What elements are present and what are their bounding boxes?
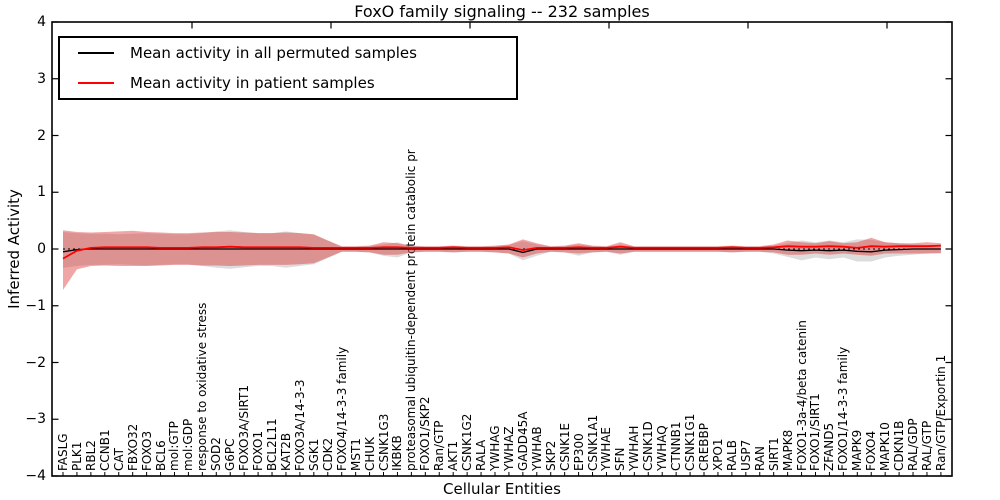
x-tick-label: FASLG xyxy=(56,433,70,471)
x-tick-label: FOXO4 xyxy=(864,430,879,471)
x-tick-label: FOXO1/SIRT1 xyxy=(808,393,823,471)
x-tick-label: SFN xyxy=(613,447,628,472)
y-tick-label: −1 xyxy=(25,297,46,314)
x-tick-label: YWHAQ xyxy=(655,425,670,471)
x-tick-label: FOXO1/14-3-3 family xyxy=(836,346,851,471)
x-tick-label: CSNK1E xyxy=(557,422,572,471)
x-tick-label: YWHAE xyxy=(599,426,614,471)
y-tick-label: 3 xyxy=(37,70,46,87)
x-tick-label: MST1 xyxy=(348,438,363,471)
x-tick-label: RAN xyxy=(752,445,767,471)
x-tick-label: response to oxidative stress xyxy=(195,302,210,471)
x-tick-label: CDKN1B xyxy=(892,420,907,471)
x-tick-label: SKP2 xyxy=(543,440,558,471)
x-tick-label: CHUK xyxy=(362,436,377,471)
x-tick-label: KAT2B xyxy=(278,432,293,471)
y-tick-label: −3 xyxy=(25,411,46,428)
x-tick-label: FBXO32 xyxy=(125,423,140,471)
x-tick-label: YWHAG xyxy=(487,425,502,471)
y-tick-label: 2 xyxy=(37,127,46,144)
x-tick-label: YWHAZ xyxy=(501,426,516,471)
y-tick-label: 1 xyxy=(37,184,46,201)
legend-label: Mean activity in patient samples xyxy=(130,73,375,92)
x-tick-label: GADD45A xyxy=(515,411,530,471)
x-tick-label: CSNK1D xyxy=(641,421,656,471)
x-tick-label: SOD2 xyxy=(209,437,224,471)
y-tick-label: −2 xyxy=(25,354,46,371)
x-tick-label: FOXO1-3a-4/beta catenin xyxy=(794,320,809,471)
x-tick-label: SGK1 xyxy=(306,438,321,471)
x-tick-label: MAPK10 xyxy=(878,422,893,471)
x-tick-label: mol:GTP xyxy=(167,421,182,471)
permuted-line-swatch xyxy=(78,52,114,55)
x-tick-label: mol:GDP xyxy=(181,418,196,471)
x-tick-label: RAL/GTP xyxy=(919,420,934,471)
x-tick-label: ZFAND5 xyxy=(822,422,837,471)
x-tick-label: RALB xyxy=(724,440,739,471)
x-tick-label: YWHAB xyxy=(529,426,544,471)
y-tick-label: 0 xyxy=(37,241,46,257)
x-tick-label: RBL2 xyxy=(83,440,98,471)
x-tick-label: RAL/GDP xyxy=(906,418,921,471)
x-tick-label: FOXO1 xyxy=(251,430,266,471)
x-tick-label: MAPK9 xyxy=(850,429,865,471)
legend-label: Mean activity in all permuted samples xyxy=(130,44,417,63)
x-tick-label: CDK2 xyxy=(320,437,335,471)
x-tick-label: proteasomal ubiquitin-dependent protein … xyxy=(404,149,419,471)
x-tick-label: CAT xyxy=(111,448,126,471)
x-tick-label: IKBKB xyxy=(390,435,405,471)
x-tick-label: CSNK1A1 xyxy=(585,414,600,471)
x-tick-label: XPO1 xyxy=(710,438,725,471)
x-tick-label: FOXO3 xyxy=(139,430,154,471)
x-tick-label: FOXO1/SKP2 xyxy=(418,396,433,471)
x-tick-label: CREBBP xyxy=(697,423,711,471)
y-tick-label: 4 xyxy=(37,14,46,30)
y-tick-label: −4 xyxy=(25,468,46,484)
chart-title: FoxO family signaling -- 232 samples xyxy=(354,2,650,21)
x-tick-label: FOXO4/14-3-3 family xyxy=(334,346,349,471)
legend: Mean activity in all permuted samples Me… xyxy=(58,36,518,100)
x-tick-label: FOXO3A/14-3-3 xyxy=(292,379,307,471)
x-tick-label: CSNK1G2 xyxy=(460,413,475,471)
x-tick-label: YWHAH xyxy=(627,425,642,471)
x-tick-label: CSNK1G1 xyxy=(683,413,698,471)
legend-item-permuted: Mean activity in all permuted samples xyxy=(60,39,516,67)
legend-item-patient: Mean activity in patient samples xyxy=(60,69,516,97)
x-tick-label: FOXO3A/SIRT1 xyxy=(237,385,252,471)
x-tick-label: AKT1 xyxy=(446,440,461,471)
x-tick-label: CCNB1 xyxy=(97,429,112,471)
x-tick-label: CSNK1G3 xyxy=(376,413,391,471)
x-tick-label: USP7 xyxy=(738,439,753,471)
x-tick-label: MAPK8 xyxy=(780,429,795,471)
x-tick-label: Ran/GTP xyxy=(432,420,447,471)
x-tick-label: Ran/GTP/Exportin 1 xyxy=(933,354,948,471)
x-axis-label: Cellular Entities xyxy=(443,480,561,498)
x-tick-label: G6PC xyxy=(223,438,238,471)
x-tick-label: CTNNB1 xyxy=(669,421,684,471)
x-tick-label: EP300 xyxy=(571,433,586,471)
x-tick-label: PLK1 xyxy=(69,441,84,471)
x-tick-label: BCL6 xyxy=(153,440,168,471)
patient-line-swatch xyxy=(78,81,114,84)
x-tick-label: SIRT1 xyxy=(766,437,781,471)
x-tick-label: RALA xyxy=(474,439,489,471)
x-tick-label: BCL2L11 xyxy=(265,418,280,471)
